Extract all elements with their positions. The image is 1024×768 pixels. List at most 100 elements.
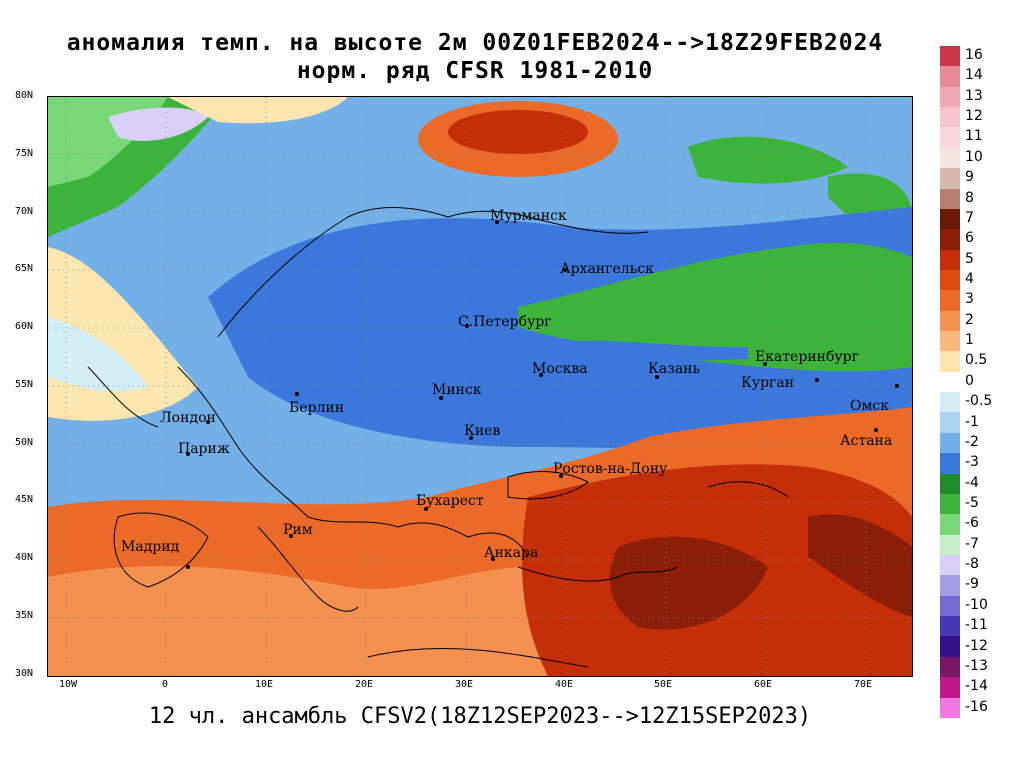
graticule xyxy=(48,97,912,676)
colorbar-swatch xyxy=(940,677,960,698)
colorbar-label: -4 xyxy=(965,474,979,491)
colorbar-label: -11 xyxy=(965,617,988,634)
colorbar-label: 12 xyxy=(965,108,983,125)
anomaly-area-yellow xyxy=(168,97,348,124)
city-label-astana: Астана xyxy=(840,433,892,449)
lon-tick: 0 xyxy=(162,679,169,690)
colorbar-swatch xyxy=(940,656,960,678)
lon-tick: 70E xyxy=(854,679,873,690)
colorbar-label: 0 xyxy=(965,372,974,389)
colorbar-label: 8 xyxy=(965,189,974,206)
map-subtitle: норм. ряд CFSR 1981-2010 xyxy=(296,58,654,84)
colorbar-label: -10 xyxy=(965,596,988,613)
colorbar-label: 11 xyxy=(965,128,983,145)
colorbar-label: -13 xyxy=(965,657,988,674)
city-label-paris: Париж xyxy=(178,441,230,457)
colorbar-swatch xyxy=(940,514,960,535)
lat-tick: 80N xyxy=(15,90,34,101)
colorbar-swatch xyxy=(940,392,960,413)
colorbar-swatch xyxy=(940,554,960,576)
colorbar-swatch xyxy=(940,127,960,148)
anomaly-map: Мурманск Архангельск С.Петербург Москва … xyxy=(47,96,913,677)
colorbar-label: 0.5 xyxy=(965,352,988,369)
lon-tick: 10E xyxy=(255,679,274,690)
anomaly-area-dark-red xyxy=(808,514,912,617)
city-markers xyxy=(186,220,899,569)
city-label-kurgan: Курган xyxy=(741,375,794,391)
colorbar-label: 14 xyxy=(965,67,983,84)
colorbar-swatch xyxy=(940,208,960,230)
lon-tick: 20E xyxy=(355,679,374,690)
colorbar-label: 2 xyxy=(965,311,974,328)
colorbar-label: -0.5 xyxy=(965,393,993,410)
colorbar-label: 1 xyxy=(965,332,974,349)
colorbar-label: -1 xyxy=(965,413,979,430)
colorbar-label: 9 xyxy=(965,169,974,186)
colorbar-label: -16 xyxy=(965,698,988,715)
colorbar-swatch xyxy=(940,616,960,637)
coastlines xyxy=(87,207,789,668)
colorbar-label: -6 xyxy=(965,515,979,532)
colorbar-swatch xyxy=(940,290,960,311)
colorbar-swatch xyxy=(940,432,960,454)
colorbar-swatch xyxy=(940,534,960,555)
city-label-bucharest: Бухарест xyxy=(416,493,484,509)
anomaly-area-lavender xyxy=(108,107,208,141)
colorbar-swatch xyxy=(940,331,960,352)
anomaly-area-green xyxy=(688,136,848,184)
colorbar-swatch xyxy=(940,107,960,128)
colorbar-label: 3 xyxy=(965,291,974,308)
city-label-minsk: Минск xyxy=(432,382,482,398)
colorbar-swatch xyxy=(940,371,960,393)
colorbar-swatch xyxy=(940,473,960,494)
lon-tick: 30E xyxy=(455,679,474,690)
colorbar-swatch xyxy=(940,147,960,169)
city-label-rostov-on-don: Ростов-на-Дону xyxy=(553,461,668,477)
lat-tick: 70N xyxy=(15,206,34,217)
colorbar-swatch xyxy=(940,310,960,332)
anomaly-area-light-orange xyxy=(48,566,588,676)
colorbar-label: -7 xyxy=(965,535,979,552)
map-footer: 12 чл. ансамбль CFSV2(18Z12SEP2023-->12Z… xyxy=(148,704,812,729)
city-label-arkhangelsk: Архангельск xyxy=(560,261,654,277)
colorbar-swatch xyxy=(940,249,960,270)
colorbar-label: -8 xyxy=(965,556,979,573)
colorbar-swatch xyxy=(940,168,960,189)
colorbar-swatch xyxy=(940,493,960,515)
city-label-omsk: Омск xyxy=(850,398,889,414)
colorbar-label: 5 xyxy=(965,250,974,267)
city-label-yekaterinburg: Екатеринбург xyxy=(755,349,859,365)
colorbar-label: -5 xyxy=(965,495,979,511)
colorbar-label: -12 xyxy=(965,637,988,654)
colorbar-swatch xyxy=(940,636,960,657)
city-label-moscow: Москва xyxy=(532,361,588,377)
anomaly-area-green xyxy=(518,242,912,372)
lon-tick: 40E xyxy=(555,679,574,690)
colorbar-swatch xyxy=(940,351,960,372)
city-label-berlin: Берлин xyxy=(289,400,344,416)
lon-tick: 60E xyxy=(754,679,773,690)
city-label-madrid: Мадрид xyxy=(121,539,180,555)
lon-tick: 50E xyxy=(654,679,673,690)
colorbar-swatch xyxy=(940,46,960,67)
colorbar-swatch xyxy=(940,575,960,596)
anomaly-area-hot-barents xyxy=(448,110,588,154)
colorbar-swatch xyxy=(940,229,960,250)
city-label-saint-petersburg: С.Петербург xyxy=(458,314,552,330)
lat-tick: 65N xyxy=(15,263,34,274)
colorbar-label: 7 xyxy=(965,209,974,226)
lat-tick: 55N xyxy=(15,379,34,390)
lon-tick: 10W xyxy=(59,679,78,690)
colorbar-label: -14 xyxy=(965,678,988,695)
colorbar-label: -9 xyxy=(965,576,979,593)
colorbar-swatch xyxy=(940,412,960,433)
city-label-london: Лондон xyxy=(160,410,216,426)
lat-tick: 30N xyxy=(15,668,34,679)
lat-tick: 40N xyxy=(15,552,34,563)
city-label-kazan: Казань xyxy=(648,361,700,377)
colorbar-label: 6 xyxy=(965,230,974,247)
colorbar-label: 4 xyxy=(965,271,974,287)
city-label-ankara: Анкара xyxy=(484,545,538,561)
colorbar-swatch xyxy=(940,697,960,718)
colorbar-swatch xyxy=(940,595,960,617)
